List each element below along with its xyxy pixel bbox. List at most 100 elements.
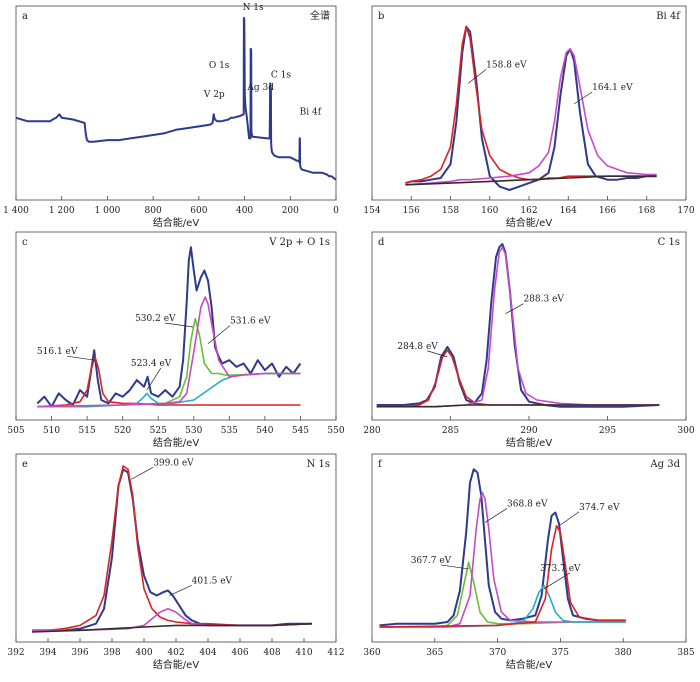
panel-b-letter: b	[378, 11, 384, 22]
panel-c-xtick-label: 550	[327, 426, 344, 436]
panel-a-xtick-label: 1 400	[3, 206, 29, 216]
panel-b-xtick-label: 170	[677, 206, 694, 216]
panel-e-annotation-leader	[169, 585, 192, 596]
panel-d-xtick-label: 285	[442, 426, 459, 436]
panel-c-annotation: 530.2 eV	[135, 314, 176, 324]
panel-b-annotation-leader	[573, 91, 593, 105]
panel-a-annotation: N 1s	[243, 3, 264, 13]
panel-a-xtick-label: 800	[145, 206, 162, 216]
panel-b-xtick-label: 168	[638, 206, 655, 216]
panel-d-title: C 1s	[658, 237, 680, 248]
panel-c-series-3	[37, 317, 301, 408]
panel-b-xlabel: 结合能/eV	[506, 216, 553, 229]
panel-a-xtick-label: 600	[190, 206, 207, 216]
panel-b-xtick-label: 162	[520, 206, 537, 216]
panel-a-annotation: V 2p	[203, 90, 225, 100]
panel-c-series-1	[37, 356, 301, 408]
panel-a-xtick-label: 0	[333, 206, 339, 216]
panel-f-frame	[371, 453, 687, 643]
panel-a-xlabel: 结合能/eV	[153, 216, 200, 229]
panel-e-xtick-label: 408	[263, 648, 280, 658]
panel-d-annotation: 284.8 eV	[397, 342, 438, 352]
panel-a-xtick-label: 1 200	[49, 206, 75, 216]
panel-c-annotation: 516.1 eV	[37, 347, 78, 357]
panel-b-title: Bi 4f	[656, 11, 681, 22]
panel-d-annotation-leader	[427, 350, 448, 358]
panel-e-frame	[15, 453, 337, 643]
panel-e-title: N 1s	[307, 459, 330, 470]
panel-d-series-0	[376, 243, 660, 408]
panel-a-title: 全谱	[310, 9, 330, 22]
panel-f-annotation: 367.7 eV	[411, 556, 452, 566]
panel-b-xtick-label: 166	[599, 206, 616, 216]
panel-c-letter: c	[22, 237, 28, 248]
panel-f-annotation-leader	[484, 508, 508, 523]
panel-f-title: Ag 3d	[649, 459, 680, 470]
panel-b-annotation: 158.8 eV	[486, 60, 527, 70]
panel-c-title: V 2p + O 1s	[268, 237, 330, 248]
panel-b-xtick-label: 156	[403, 206, 420, 216]
panel-e-series-1	[32, 465, 313, 632]
panel-c-annotation-leader	[146, 367, 162, 391]
panel-c-xtick-label: 515	[79, 426, 96, 436]
panel-d-letter: d	[378, 237, 385, 248]
panel-d-xtick-label: 295	[599, 426, 616, 436]
panel-f-xlabel: 结合能/eV	[506, 658, 553, 671]
panel-f-xtick-label: 385	[677, 648, 694, 658]
panel-e-xtick-label: 394	[39, 648, 56, 658]
panel-e-xtick-label: 392	[7, 648, 24, 658]
panel-c-frame	[15, 231, 337, 421]
panel-e-xtick-label: 402	[167, 648, 184, 658]
panel-e-xtick-label: 398	[103, 648, 120, 658]
panel-a-annotation: O 1s	[209, 61, 230, 71]
panel-d-series-2	[376, 246, 660, 408]
panel-a-annotation: Ag 3d	[246, 83, 274, 93]
panel-d-annotation: 288.3 eV	[523, 295, 564, 305]
panel-a-xtick-label: 200	[282, 206, 299, 216]
panel-f-series-4	[379, 524, 626, 628]
panel-e-xtick-label: 404	[199, 648, 216, 658]
panel-f-annotation-leader	[558, 511, 580, 527]
panel-d-xtick-label: 300	[677, 426, 694, 436]
panel-f-xtick-label: 360	[363, 648, 380, 658]
panel-f-annotation: 374.7 eV	[579, 503, 620, 513]
panel-c-xtick-label: 505	[7, 426, 24, 436]
panel-f-xtick-label: 365	[426, 648, 443, 658]
panel-b-series-0	[405, 25, 657, 191]
panel-c-xlabel: 结合能/eV	[153, 436, 200, 449]
panel-c-series-0	[36, 246, 302, 408]
panel-a-xtick-label: 400	[236, 206, 253, 216]
panel-d-frame	[371, 231, 687, 421]
panel-f-xtick-label: 370	[489, 648, 506, 658]
panel-b-series-2	[405, 48, 657, 186]
panel-f-series-0	[379, 468, 626, 627]
panel-b-xtick-label: 154	[363, 206, 380, 216]
panel-f-xtick-label: 375	[552, 648, 569, 658]
panel-a-annotation: Bi 4f	[300, 107, 322, 117]
panel-a-series-0	[15, 17, 337, 181]
panel-c-series-4	[37, 296, 301, 408]
panel-f-xtick-label: 380	[615, 648, 632, 658]
panel-e-series-0	[32, 468, 312, 632]
panel-a-letter: a	[22, 11, 28, 22]
panel-a-frame	[15, 5, 337, 201]
panel-e-xtick-label: 396	[71, 648, 88, 658]
panel-e-xtick-label: 400	[135, 648, 152, 658]
panel-c-annotation-leader	[207, 325, 231, 344]
panel-c-xtick-label: 540	[256, 426, 273, 436]
panel-d-series-1	[376, 349, 660, 408]
panel-c-annotation: 531.6 eV	[230, 317, 271, 327]
panel-c-annotation: 523.4 eV	[131, 359, 172, 369]
panel-e-xtick-label: 412	[327, 648, 344, 658]
panel-d-xtick-label: 290	[520, 426, 537, 436]
panel-e-annotation: 401.5 eV	[192, 576, 233, 586]
panel-d-series-3	[376, 404, 660, 408]
panel-b-frame	[371, 5, 687, 201]
panel-b-annotation-leader	[467, 69, 487, 84]
panel-b-xtick-label: 160	[481, 206, 498, 216]
panel-c-xtick-label: 535	[221, 426, 238, 436]
panel-e-xtick-label: 410	[295, 648, 312, 658]
panel-c-annotation-leader	[165, 322, 194, 328]
panel-f-annotation: 373.7 eV	[540, 564, 581, 574]
panel-e-xlabel: 结合能/eV	[153, 658, 200, 671]
